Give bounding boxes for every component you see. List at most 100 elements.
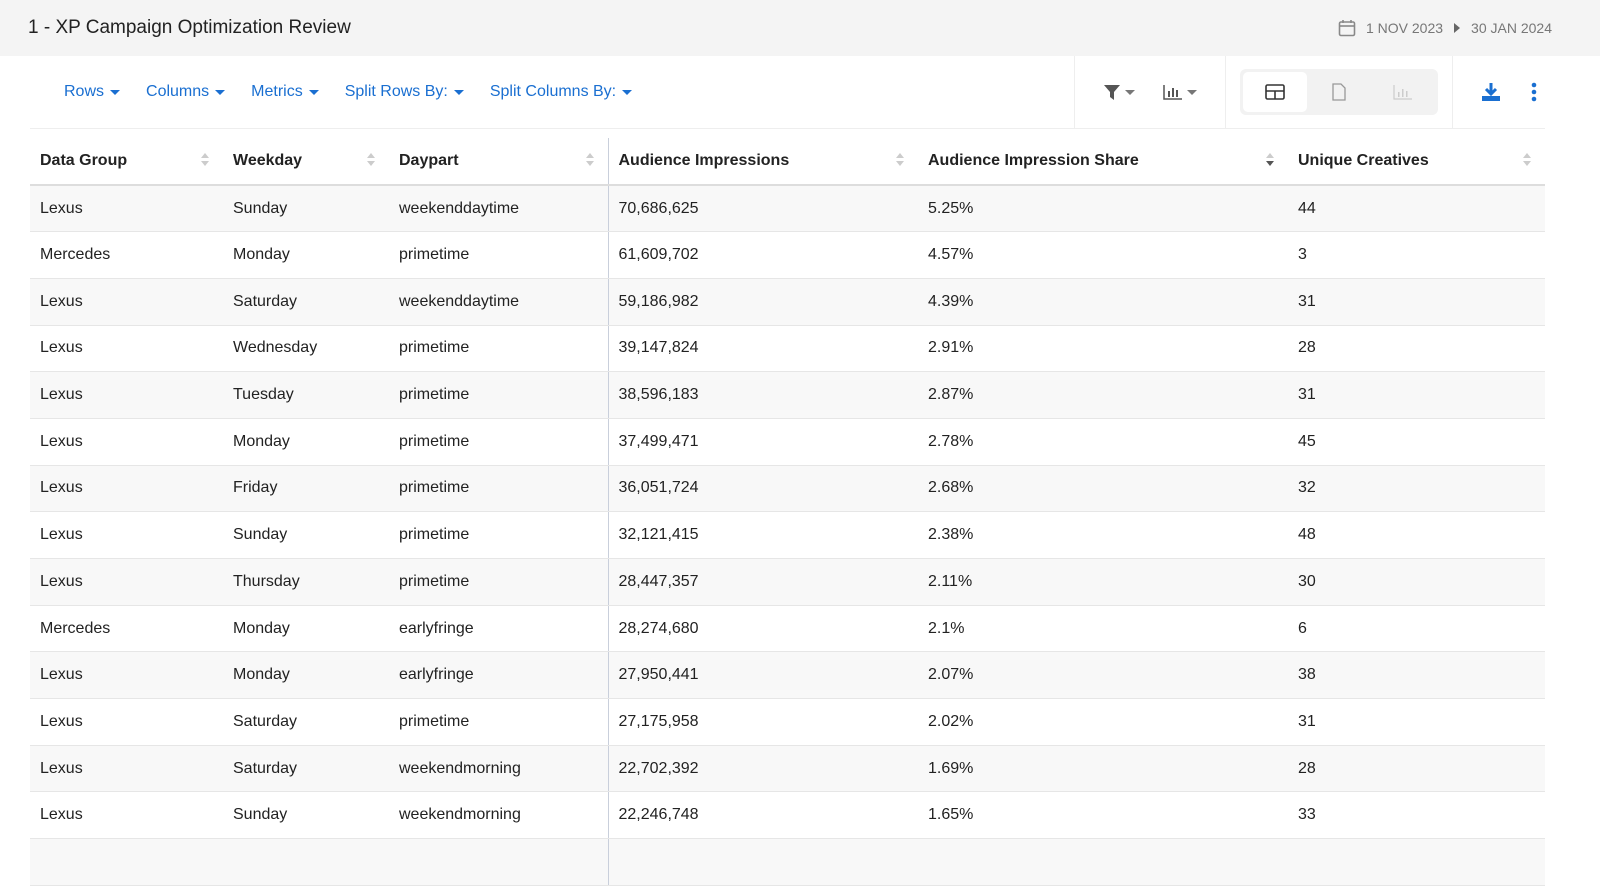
table-cell: 70,686,625 [607, 185, 918, 233]
table-cell: primetime [389, 465, 608, 513]
table-cell: 2.38% [918, 511, 1288, 559]
metrics-menu[interactable]: Metrics [251, 83, 319, 101]
document-icon [1332, 83, 1346, 101]
table-cell: 31 [1288, 278, 1545, 326]
table-cell: 59,186,982 [607, 278, 918, 326]
filter-button[interactable] [1103, 83, 1135, 101]
column-header-label: Data Group [40, 152, 128, 169]
table-row[interactable]: Mercedes Monday earlyfringe 28,274,680 2.1% 6 [30, 605, 1545, 653]
table-cell: 44 [1288, 185, 1545, 233]
table-view-button[interactable] [1243, 72, 1307, 112]
table-cell: 27,950,441 [607, 651, 918, 700]
table-cell: Sunday [223, 791, 389, 840]
split-rows-menu[interactable]: Split Rows By: [345, 83, 464, 101]
download-icon[interactable] [1481, 82, 1501, 102]
table-cell: 1.65% [918, 791, 1288, 840]
sort-icon[interactable] [1266, 153, 1274, 166]
table-cell: Lexus [30, 745, 223, 793]
view-switcher [1240, 69, 1438, 115]
table-cell: weekenddaytime [389, 185, 608, 233]
table-cell: Mercedes [30, 231, 223, 279]
bar-chart-icon [1393, 85, 1412, 100]
table-row[interactable]: Lexus Sunday weekenddaytime 70,686,625 5.25%… [30, 185, 1545, 233]
column-header-data-group[interactable]: Data Group [30, 138, 223, 186]
table-cell: 38,596,183 [607, 371, 918, 419]
table-cell: Saturday [223, 745, 389, 793]
table-row[interactable]: Lexus Monday primetime 37,499,471 2.78% 45 [30, 418, 1545, 466]
table-row[interactable]: Lexus Sunday weekendmorning 22,246,748 1.65%… [30, 791, 1545, 840]
table-cell: Thursday [223, 558, 389, 606]
table-cell: Lexus [30, 791, 223, 840]
column-header-daypart[interactable]: Daypart [389, 138, 608, 186]
table-cell: 2.78% [918, 418, 1288, 466]
table-cell: 3 [1288, 231, 1545, 279]
metrics-label: Metrics [251, 83, 303, 100]
table-cell: primetime [389, 698, 608, 746]
column-header-audience-impression-share[interactable]: Audience Impression Share [918, 138, 1288, 186]
table-cell: 22,246,748 [607, 791, 918, 840]
column-header-weekday[interactable]: Weekday [223, 138, 389, 186]
columns-label: Columns [146, 83, 210, 100]
table-cell: Lexus [30, 325, 223, 373]
table-cell: 6 [1288, 605, 1545, 653]
table-cell: Lexus [30, 418, 223, 466]
table-cell: 32 [1288, 465, 1545, 513]
table-row[interactable]: Lexus Saturday weekenddaytime 59,186,982 4.3… [30, 278, 1545, 326]
sort-icon[interactable] [367, 153, 375, 166]
report-header: 1 - XP Campaign Optimization Review 1 NO… [0, 0, 1600, 56]
filter-icon [1104, 85, 1120, 100]
date-end: 30 JAN 2024 [1471, 20, 1552, 36]
table-row[interactable]: Lexus Friday primetime 36,051,724 2.68% 32 [30, 465, 1545, 513]
table-cell: weekendmorning [389, 745, 608, 793]
table-cell: primetime [389, 511, 608, 559]
caret-down-icon [622, 89, 633, 95]
table-cell: Lexus [30, 185, 223, 233]
table-row[interactable]: Lexus Wednesday primetime 39,147,824 2.91% 28 [30, 325, 1545, 373]
table-cell: 27,175,958 [607, 698, 918, 746]
table-cell: Tuesday [223, 371, 389, 419]
table-cell: 2.68% [918, 465, 1288, 513]
more-options-icon[interactable] [1531, 82, 1537, 102]
chart-view-button[interactable] [1371, 72, 1435, 112]
sort-icon[interactable] [201, 153, 209, 166]
table-row[interactable] [30, 838, 1545, 886]
table-cell: Monday [223, 231, 389, 279]
table-row[interactable]: Lexus Tuesday primetime 38,596,183 2.87% 31 [30, 371, 1545, 419]
table-cell: Lexus [30, 465, 223, 513]
date-range[interactable]: 1 NOV 2023 30 JAN 2024 [1338, 19, 1552, 37]
table-cell: 32,121,415 [607, 511, 918, 559]
table-row[interactable]: Lexus Monday earlyfringe 27,950,441 2.07% 38 [30, 651, 1545, 700]
chart-options-button[interactable] [1163, 84, 1197, 100]
table-row[interactable]: Lexus Sunday primetime 32,121,415 2.38% 48 [30, 511, 1545, 559]
sort-icon[interactable] [1523, 153, 1531, 166]
table-row[interactable]: Mercedes Monday primetime 61,609,702 4.57% 3 [30, 231, 1545, 279]
table-cell: 39,147,824 [607, 325, 918, 373]
table-cell [30, 838, 223, 886]
table-cell: 2.87% [918, 371, 1288, 419]
sort-icon[interactable] [896, 153, 904, 166]
column-header-unique-creatives[interactable]: Unique Creatives [1288, 138, 1545, 186]
rows-menu[interactable]: Rows [64, 83, 121, 101]
column-header-audience-impressions[interactable]: Audience Impressions [607, 138, 918, 186]
table-cell: Mercedes [30, 605, 223, 653]
table-cell: Sunday [223, 511, 389, 559]
table-cell: 22,702,392 [607, 745, 918, 793]
table-cell: 28 [1288, 745, 1545, 793]
caret-down-icon [453, 89, 464, 95]
table-cell: 61,609,702 [607, 231, 918, 279]
table-cell: Monday [223, 418, 389, 466]
table-cell [1288, 838, 1545, 886]
table-row[interactable]: Lexus Saturday primetime 27,175,958 2.02% 31 [30, 698, 1545, 746]
document-view-button[interactable] [1307, 72, 1371, 112]
table-cell: Monday [223, 651, 389, 700]
table-cell: primetime [389, 325, 608, 373]
split-columns-menu[interactable]: Split Columns By: [490, 83, 633, 101]
table-cell: weekendmorning [389, 791, 608, 840]
columns-menu[interactable]: Columns [146, 83, 226, 101]
table-row[interactable]: Lexus Thursday primetime 28,447,357 2.11% 30 [30, 558, 1545, 606]
table-cell: 2.1% [918, 605, 1288, 653]
toolbar: Rows Columns Metrics Split Rows By: Spli… [30, 56, 1545, 129]
sort-icon[interactable] [585, 153, 594, 166]
table-cell: 48 [1288, 511, 1545, 559]
table-row[interactable]: Lexus Saturday weekendmorning 22,702,392 1.6… [30, 745, 1545, 793]
